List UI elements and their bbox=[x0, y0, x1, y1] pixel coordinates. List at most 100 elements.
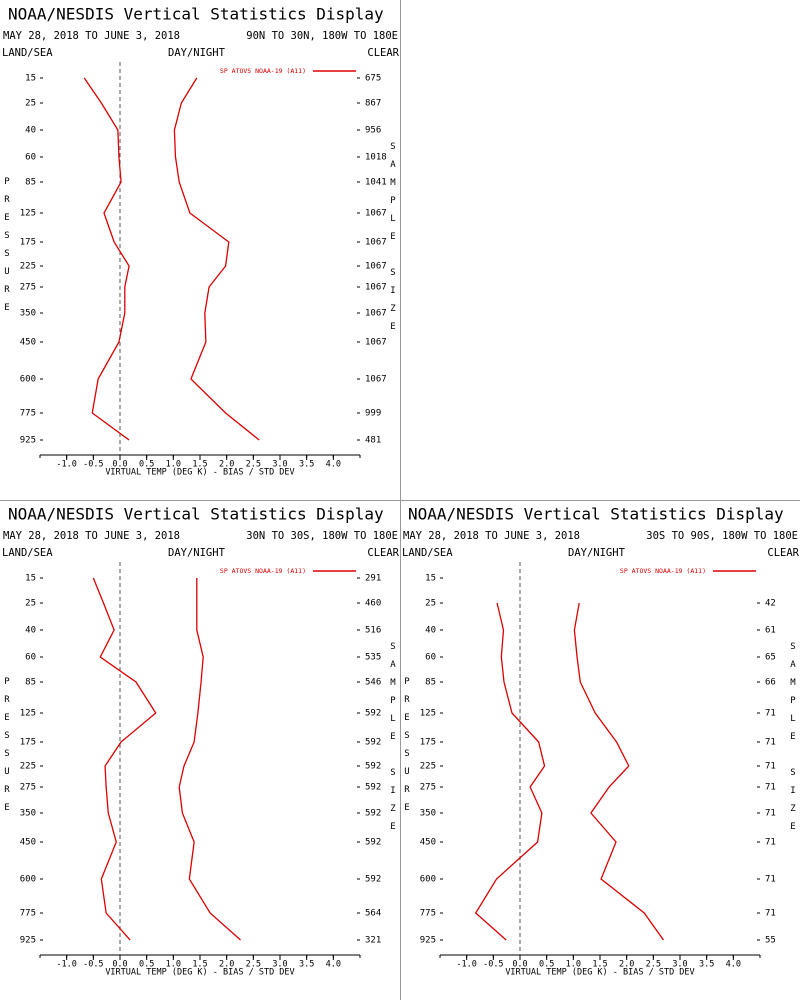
clear: CLEAR bbox=[367, 47, 399, 59]
pressure-label: 275 bbox=[20, 283, 36, 293]
pressure-label: 60 bbox=[25, 153, 36, 163]
x-axis-label: VIRTUAL TEMP (DEG K) - BIAS / STD DEV bbox=[105, 968, 294, 978]
pressure-label: 225 bbox=[20, 762, 36, 772]
x-tick-label: 0.0 bbox=[512, 960, 527, 970]
x-axis-label: VIRTUAL TEMP (DEG K) - BIAS / STD DEV bbox=[505, 968, 694, 978]
date-range: MAY 28, 2018 TO JUNE 3, 2018 bbox=[3, 530, 180, 542]
pressure-label: 85 bbox=[425, 678, 436, 688]
day-night: DAY/NIGHT bbox=[168, 47, 226, 59]
pressure-label: 925 bbox=[20, 936, 36, 946]
x-axis-label: VIRTUAL TEMP (DEG K) - BIAS / STD DEV bbox=[105, 468, 294, 478]
land-sea: LAND/SEA bbox=[402, 547, 453, 559]
x-tick-label: 3.5 bbox=[299, 460, 314, 470]
sample-size: 55 bbox=[765, 936, 776, 946]
land-sea: LAND/SEA bbox=[2, 47, 53, 59]
sample-size: 592 bbox=[365, 783, 381, 793]
x-tick-label: 1.5 bbox=[192, 460, 207, 470]
pressure-label: 25 bbox=[25, 99, 36, 109]
clear: CLEAR bbox=[367, 547, 399, 559]
pressure-label: 350 bbox=[420, 809, 436, 819]
sample-size: 481 bbox=[365, 436, 381, 446]
x-tick-label: 1.5 bbox=[192, 960, 207, 970]
chart: NOAA/NESDIS Vertical Statistics Display M… bbox=[2, 505, 400, 978]
x-tick-label: 4.0 bbox=[326, 960, 341, 970]
x-tick-label: 1.5 bbox=[592, 960, 607, 970]
sample-size: 71 bbox=[765, 709, 776, 719]
sample-size: 460 bbox=[365, 599, 381, 609]
pressure-label: 600 bbox=[20, 875, 36, 885]
x-tick-label: 3.0 bbox=[272, 460, 287, 470]
separator bbox=[0, 500, 800, 501]
x-tick-label: 0.5 bbox=[139, 960, 154, 970]
sample-size: 71 bbox=[765, 875, 776, 885]
pressure-label: 350 bbox=[20, 809, 36, 819]
sample-size: 1067 bbox=[365, 309, 387, 319]
x-tick-label: 3.0 bbox=[272, 960, 287, 970]
pressure-label: 775 bbox=[420, 909, 436, 919]
x-tick-label: 0.5 bbox=[539, 960, 554, 970]
legend-label: SP ATOVS NOAA-19 (A11) bbox=[220, 567, 306, 575]
sample-size: 42 bbox=[765, 599, 776, 609]
sample-size: 61 bbox=[765, 626, 776, 636]
sample-size: 1067 bbox=[365, 238, 387, 248]
pressure-label: 85 bbox=[25, 178, 36, 188]
sample-size: 291 bbox=[365, 574, 381, 584]
sample-size: 1067 bbox=[365, 338, 387, 348]
vertical-label: PRESSURE bbox=[402, 677, 412, 821]
chart-title: NOAA/NESDIS Vertical Statistics Display bbox=[8, 5, 384, 24]
sample-size: 1041 bbox=[365, 178, 387, 188]
pressure-label: 925 bbox=[420, 936, 436, 946]
pressure-label: 275 bbox=[20, 783, 36, 793]
sample-size: 71 bbox=[765, 838, 776, 848]
pressure-label: 925 bbox=[20, 436, 36, 446]
sample-size: 956 bbox=[365, 126, 381, 136]
sample-size: 592 bbox=[365, 709, 381, 719]
pressure-label: 175 bbox=[420, 738, 436, 748]
sample-size: 71 bbox=[765, 738, 776, 748]
pressure-label: 450 bbox=[20, 338, 36, 348]
chart: NOAA/NESDIS Vertical Statistics Display M… bbox=[2, 5, 400, 478]
sample-size: 675 bbox=[365, 74, 381, 84]
x-tick-label: 1.0 bbox=[166, 460, 181, 470]
x-tick-label: 1.0 bbox=[566, 960, 581, 970]
pressure-label: 40 bbox=[425, 626, 436, 636]
pressure-label: 350 bbox=[20, 309, 36, 319]
bias-line bbox=[83, 77, 130, 441]
sample-size: 867 bbox=[365, 99, 381, 109]
sample-size: 592 bbox=[365, 875, 381, 885]
region: 90N TO 30N, 180W TO 180E bbox=[246, 30, 398, 42]
sample-size: 65 bbox=[765, 653, 776, 663]
pressure-label: 15 bbox=[25, 574, 36, 584]
x-tick-label: 2.0 bbox=[219, 960, 234, 970]
sample-size: 546 bbox=[365, 678, 381, 688]
x-tick-label: 3.0 bbox=[672, 960, 687, 970]
legend-label: SP ATOVS NOAA-19 (A11) bbox=[220, 67, 306, 75]
pressure-label: 25 bbox=[425, 599, 436, 609]
bias-line bbox=[474, 602, 546, 941]
sample-size: 516 bbox=[365, 626, 381, 636]
panel: NOAA/NESDIS Vertical Statistics Display M… bbox=[0, 500, 400, 1000]
pressure-label: 85 bbox=[25, 678, 36, 688]
x-tick-label: 2.5 bbox=[646, 960, 661, 970]
sample-size: 1067 bbox=[365, 375, 387, 385]
pressure-label: 225 bbox=[20, 262, 36, 272]
sample-size: 71 bbox=[765, 762, 776, 772]
x-tick-label: -1.0 bbox=[56, 460, 76, 470]
vertical-label: PRESSURE bbox=[2, 177, 12, 321]
x-tick-label: 2.0 bbox=[619, 960, 634, 970]
pressure-label: 225 bbox=[420, 762, 436, 772]
land-sea: LAND/SEA bbox=[2, 547, 53, 559]
std-dev-line bbox=[573, 602, 664, 941]
vertical-label: SAMPLE SIZE bbox=[788, 642, 798, 840]
pressure-label: 275 bbox=[420, 783, 436, 793]
day-night: DAY/NIGHT bbox=[168, 547, 226, 559]
pressure-label: 25 bbox=[25, 599, 36, 609]
sample-size: 535 bbox=[365, 653, 381, 663]
sample-size: 71 bbox=[765, 809, 776, 819]
chart-title: NOAA/NESDIS Vertical Statistics Display bbox=[408, 505, 784, 524]
x-tick-label: 2.5 bbox=[246, 460, 261, 470]
pressure-label: 600 bbox=[420, 875, 436, 885]
pressure-label: 175 bbox=[20, 738, 36, 748]
chart-title: NOAA/NESDIS Vertical Statistics Display bbox=[8, 505, 384, 524]
